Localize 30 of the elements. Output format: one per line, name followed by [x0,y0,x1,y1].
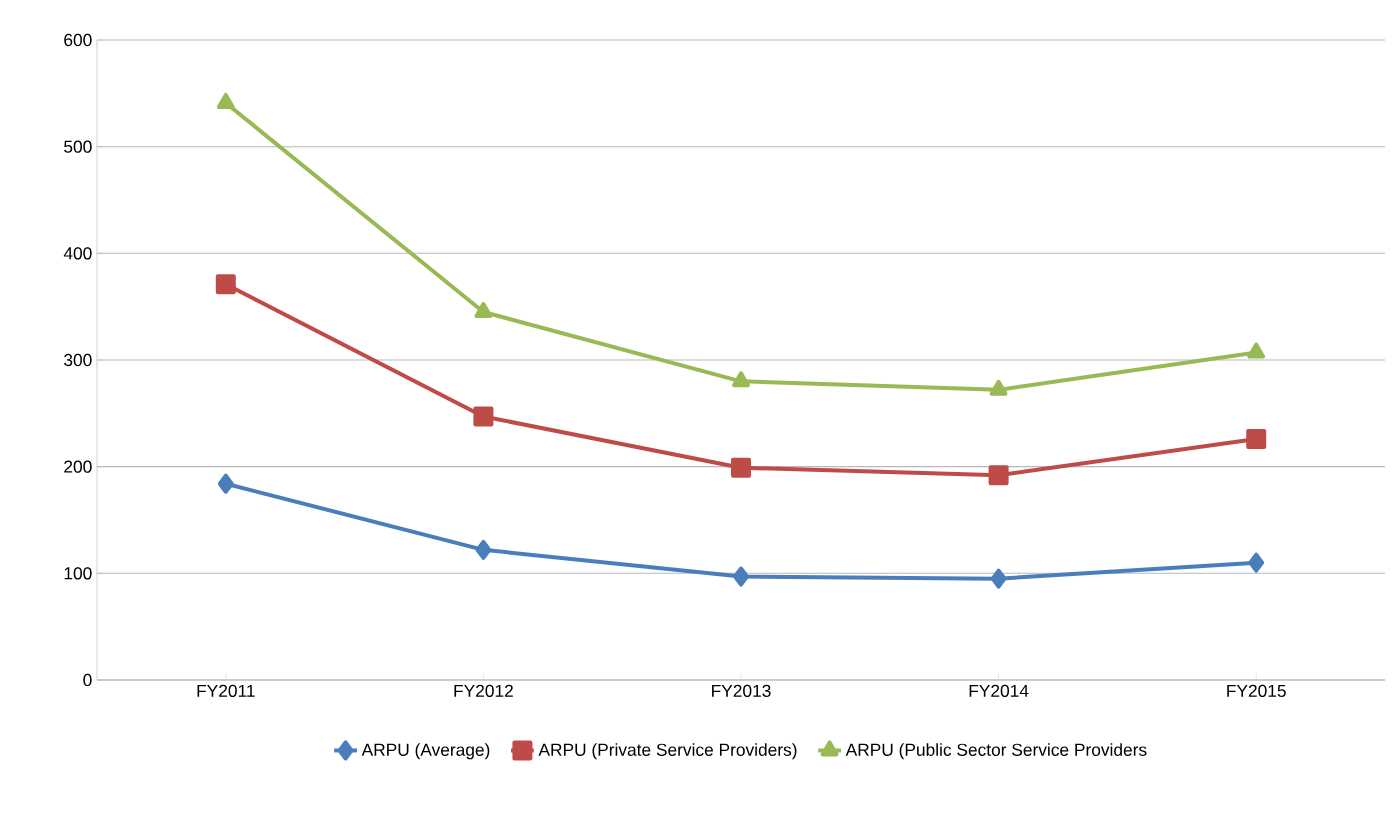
legend-label: ARPU (Average) [361,743,490,760]
point [1246,428,1267,449]
x-tick-label: FY2011 [197,684,255,697]
x-tick-label: FY2014 [969,684,1029,697]
point [732,371,750,388]
y-tick-label: 400 [63,247,92,260]
y-tick-label: 300 [64,353,92,367]
point [474,301,493,318]
y-tick-label: 200 [64,460,92,473]
point [989,379,1008,396]
point [475,539,492,560]
point [731,457,752,478]
point [733,566,749,587]
y-tick-label: 0 [83,673,92,687]
point [990,568,1007,589]
point [1247,342,1266,359]
point [215,274,236,295]
y-tick-label: 600 [64,33,92,47]
x-tick-label: FY2015 [1227,684,1286,697]
point [1248,552,1265,573]
point [216,92,235,109]
point [988,465,1009,486]
y-tick-label: 500 [64,140,92,153]
point [473,406,494,427]
legend-label: ARPU (Public Sector Service Providers [845,743,1147,760]
y-tick-label: 100 [64,567,92,580]
point [217,473,234,494]
x-tick-label: FY2012 [454,684,513,697]
legend-label: ARPU (Private Service Providers) [538,743,797,760]
x-tick-label: FY2013 [712,684,771,697]
